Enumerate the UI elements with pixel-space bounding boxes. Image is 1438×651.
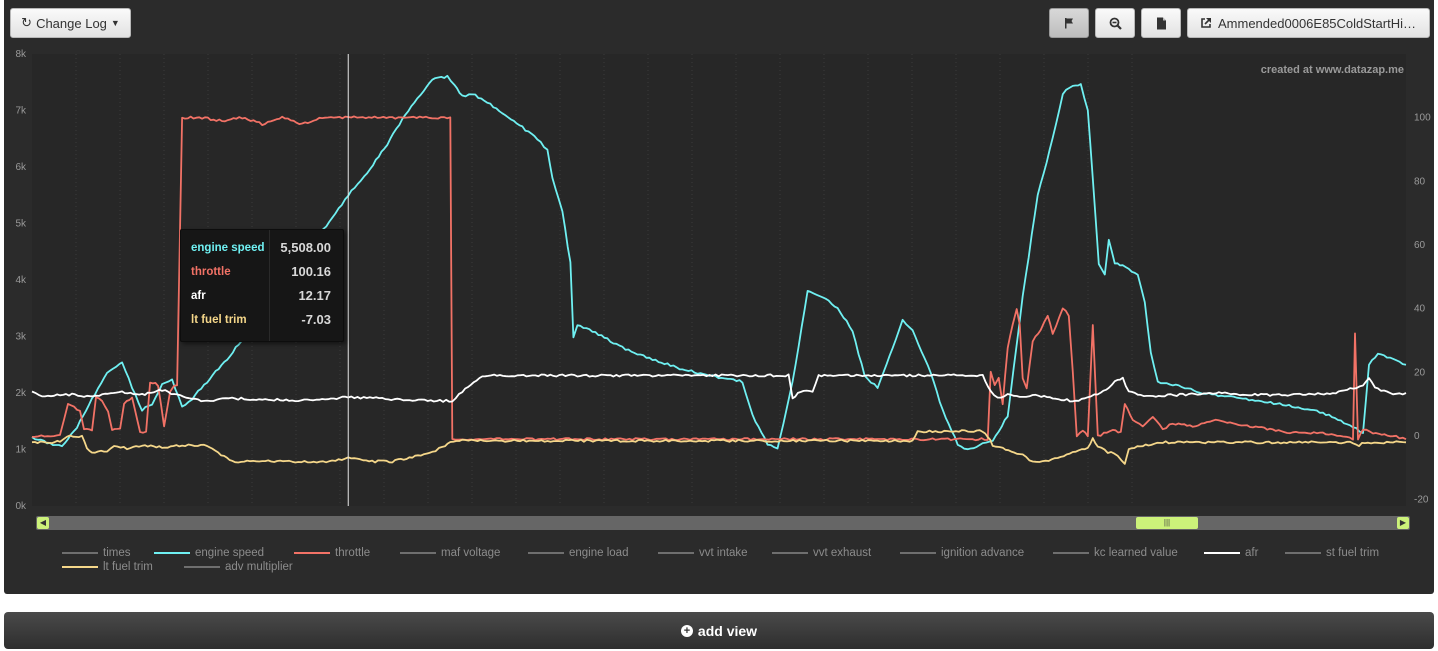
left-axis-tick-label: 8k	[15, 49, 27, 60]
legend-item-throttle[interactable]: throttle	[294, 546, 370, 560]
right-axis-tick-label: -20	[1414, 495, 1429, 506]
legend-item-ignition-advance[interactable]: ignition advance	[900, 546, 1024, 560]
right-axis-tick-label: 60	[1414, 240, 1426, 251]
tooltip-label: afr	[191, 290, 206, 302]
file-icon	[1156, 17, 1166, 29]
tooltip-separator	[269, 230, 270, 341]
left-axis-tick-label: 4k	[15, 275, 27, 286]
right-axis-tick-label: 100	[1414, 113, 1431, 124]
legend-swatch	[1053, 552, 1089, 554]
legend-label: adv multiplier	[225, 561, 293, 573]
tooltip-value: -7.03	[301, 312, 331, 327]
legend-swatch	[62, 566, 98, 568]
legend-label: afr	[1245, 547, 1259, 559]
left-axis-tick-label: 2k	[15, 388, 27, 399]
flag-icon	[1065, 18, 1073, 29]
change-log-label: Change Log	[36, 15, 107, 31]
legend-swatch	[1204, 552, 1240, 554]
zoom-out-button[interactable]	[1095, 8, 1135, 38]
chart-legend: times engine speed throttle maf voltage engi…	[4, 544, 1434, 584]
chart-panel: ↻ Change Log ▼ Ammended0006E85ColdStartH…	[4, 0, 1434, 594]
legend-item-maf-voltage[interactable]: maf voltage	[400, 546, 500, 560]
legend-item-kc-learned-value[interactable]: kc learned value	[1053, 546, 1178, 560]
series-line-afr	[31, 373, 1407, 403]
legend-label: vvt intake	[699, 547, 748, 559]
legend-label: lt fuel trim	[103, 561, 153, 573]
change-log-button[interactable]: ↻ Change Log ▼	[10, 8, 131, 38]
legend-swatch	[900, 552, 936, 554]
tooltip-label: lt fuel trim	[191, 314, 247, 326]
legend-swatch	[1285, 552, 1321, 554]
legend-swatch	[772, 552, 808, 554]
plus-circle-icon: +	[680, 624, 693, 637]
series-line-lt-fuel-trim	[31, 429, 1407, 465]
legend-label: vvt exhaust	[813, 547, 872, 559]
legend-swatch	[658, 552, 694, 554]
left-axis-tick-label: 5k	[15, 219, 27, 230]
legend-swatch	[294, 552, 330, 554]
export-file-button[interactable]	[1141, 8, 1181, 38]
legend-item-afr[interactable]: afr	[1204, 546, 1258, 560]
left-axis-tick-label: 0k	[15, 501, 27, 510]
tooltip-row-lt-fuel-trim: lt fuel trim -7.03	[181, 309, 341, 333]
scroll-right-arrow-icon[interactable]: ▶	[1397, 517, 1409, 529]
right-axis-tick-label: 0	[1414, 431, 1420, 442]
right-axis-tick-label: 20	[1414, 367, 1426, 378]
legend-item-vvt-exhaust[interactable]: vvt exhaust	[772, 546, 871, 560]
legend-label: throttle	[335, 547, 371, 559]
zoom-out-icon	[1109, 17, 1122, 30]
external-link-icon	[1201, 18, 1211, 28]
left-axis-tick-label: 6k	[15, 162, 27, 173]
flag-button[interactable]	[1049, 8, 1089, 38]
tooltip-row-throttle: throttle 100.16	[181, 261, 341, 285]
tooltip-label: throttle	[191, 266, 231, 278]
left-axis-tick-label: 1k	[15, 445, 27, 456]
legend-item-engine-load[interactable]: engine load	[528, 546, 628, 560]
legend-item-adv-multiplier[interactable]: adv multiplier	[184, 560, 293, 574]
legend-label: maf voltage	[441, 547, 501, 559]
legend-swatch	[62, 552, 98, 554]
right-axis-tick-label: 40	[1414, 304, 1426, 315]
legend-label: ignition advance	[941, 547, 1025, 559]
legend-swatch	[184, 566, 220, 568]
watermark: created at www.datazap.me	[1260, 64, 1404, 76]
legend-swatch	[154, 552, 190, 554]
series-line-throttle	[31, 115, 1407, 442]
legend-swatch	[528, 552, 564, 554]
share-log-button[interactable]: Ammended0006E85ColdStartHigh...	[1187, 8, 1430, 38]
log-chart[interactable]: 0k 1k 2k 3k 4k 5k 6k 7k 8k -20 0 20 40 60 80 100	[4, 48, 1434, 510]
range-scrollbar[interactable]: ◀ ||| ▶	[36, 516, 1410, 530]
data-tooltip: engine speed 5,508.00 throttle 100.16 af…	[180, 229, 344, 342]
legend-item-vvt-intake[interactable]: vvt intake	[658, 546, 748, 560]
share-log-label: Ammended0006E85ColdStartHigh...	[1218, 15, 1418, 31]
legend-label: kc learned value	[1094, 547, 1178, 559]
scrollbar-thumb[interactable]: |||	[1136, 517, 1198, 529]
tooltip-row-afr: afr 12.17	[181, 285, 341, 309]
add-view-button[interactable]: + add view	[4, 612, 1434, 649]
legend-label: times	[103, 547, 131, 559]
tooltip-value: 5,508.00	[280, 240, 331, 255]
legend-label: engine load	[569, 547, 629, 559]
right-axis: -20 0 20 40 60 80 100	[1414, 113, 1431, 506]
tooltip-row-engine-speed: engine speed 5,508.00	[181, 237, 341, 261]
refresh-icon: ↻	[21, 15, 33, 30]
tooltip-value: 100.16	[291, 264, 331, 279]
left-axis: 0k 1k 2k 3k 4k 5k 6k 7k 8k	[15, 49, 27, 510]
legend-item-engine-speed[interactable]: engine speed	[154, 546, 264, 560]
add-view-label: add view	[697, 622, 758, 639]
tooltip-value: 12.17	[298, 288, 331, 303]
legend-label: st fuel trim	[1326, 547, 1380, 559]
legend-label: engine speed	[195, 547, 265, 559]
legend-item-st-fuel-trim[interactable]: st fuel trim	[1285, 546, 1379, 560]
legend-item-lt-fuel-trim[interactable]: lt fuel trim	[62, 560, 153, 574]
left-axis-tick-label: 7k	[15, 106, 27, 117]
series-layer	[31, 74, 1407, 465]
tooltip-label: engine speed	[191, 242, 265, 254]
right-axis-tick-label: 80	[1414, 176, 1426, 187]
legend-item-times[interactable]: times	[62, 546, 130, 560]
scroll-left-arrow-icon[interactable]: ◀	[37, 517, 49, 529]
legend-swatch	[400, 552, 436, 554]
caret-down-icon: ▼	[110, 18, 120, 28]
left-axis-tick-label: 3k	[15, 332, 27, 343]
